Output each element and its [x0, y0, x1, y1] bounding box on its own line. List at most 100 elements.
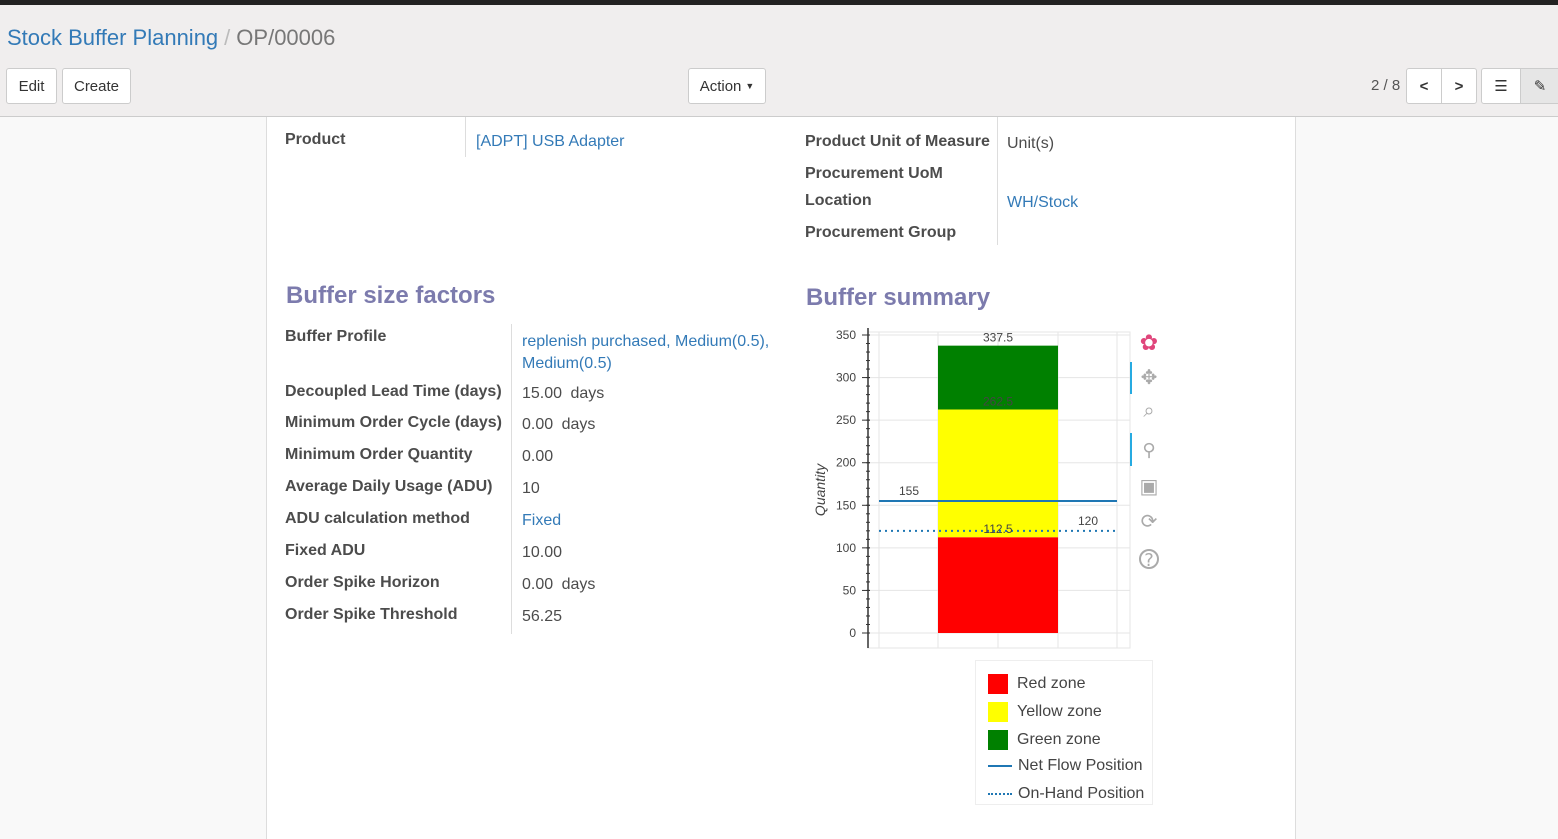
legend-on-hand: On-Hand Position — [988, 785, 1144, 803]
bokeh-logo-icon[interactable]: ✿ — [1140, 331, 1158, 356]
edit-button[interactable]: Edit — [6, 68, 57, 104]
factor-value: 0.00 days — [522, 576, 595, 594]
solid-line-swatch — [988, 765, 1012, 767]
pan-icon[interactable]: ✥ — [1141, 365, 1158, 389]
factor-label: Average Daily Usage (ADU) — [285, 478, 493, 495]
line-label: 120 — [1078, 514, 1098, 528]
breadcrumb-current: OP/00006 — [236, 25, 336, 50]
y-axis-label: Quantity — [812, 463, 828, 516]
pager-value: 2 / 8 — [1371, 77, 1401, 94]
wheel-zoom-icon[interactable]: ⚲ — [1142, 440, 1155, 461]
action-label: Action — [699, 77, 742, 95]
buffer-factors-title: Buffer size factors — [286, 282, 496, 309]
factor-label: Decoupled Lead Time (days) — [285, 383, 502, 400]
factor-value-text: 0.00 — [522, 416, 554, 433]
buffer-chart: 0 50 100 150 200 250 300 350 Quantity 112.5 262.5 3… — [812, 328, 1159, 649]
buffer-profile-label: Buffer Profile — [285, 328, 387, 345]
bar-green-zone — [938, 345, 1058, 410]
bar-red-zone — [938, 537, 1058, 633]
factor-value-text: 0.00 — [522, 448, 554, 465]
list-view-button[interactable]: ☰ — [1481, 68, 1521, 104]
factor-value-text: 56.25 — [522, 608, 563, 625]
breadcrumb-parent[interactable]: Stock Buffer Planning — [7, 25, 219, 50]
factor-value-text: Fixed — [522, 512, 562, 529]
factor-value-text: 10 — [522, 480, 540, 497]
caret-down-icon: ▼ — [745, 81, 755, 91]
buffer-profile-value[interactable]: replenish purchased, Medium(0.5), Medium… — [522, 333, 770, 372]
bar-label: 337.5 — [983, 331, 1013, 345]
buffer-summary-title: Buffer summary — [806, 284, 991, 311]
location-label: Location — [805, 192, 872, 209]
box-zoom-icon[interactable]: ⌕ — [1143, 398, 1154, 422]
factor-value-text: 15.00 — [522, 385, 563, 402]
dotted-line-swatch — [988, 793, 1012, 795]
factor-unit: days — [570, 385, 605, 402]
pager-next-button[interactable]: > — [1441, 68, 1477, 104]
uom-label: Product Unit of Measure — [805, 133, 990, 150]
pager-previous-button[interactable]: < — [1406, 68, 1442, 104]
form-view-button[interactable]: ✎ — [1520, 68, 1558, 104]
procurement-uom-label: Procurement UoM — [805, 165, 943, 182]
legend-label: Yellow zone — [1017, 703, 1102, 720]
factor-value[interactable]: Fixed — [522, 512, 565, 530]
y-tick-label: 200 — [836, 456, 856, 470]
chevron-left-icon: < — [1419, 77, 1429, 95]
factor-unit: days — [561, 576, 596, 593]
legend-net-flow: Net Flow Position — [988, 757, 1143, 775]
procurement-group-label: Procurement Group — [805, 224, 957, 241]
breadcrumb-separator: / — [224, 25, 231, 50]
factor-value: 0.00 — [522, 448, 557, 466]
factor-value: 10 — [522, 480, 544, 498]
factor-label: ADU calculation method — [285, 510, 470, 527]
legend-yellow-zone: Yellow zone — [988, 702, 1102, 722]
factor-label: Order Spike Threshold — [285, 606, 458, 623]
factor-label: Minimum Order Cycle (days) — [285, 414, 502, 431]
y-tick-label: 50 — [843, 583, 857, 597]
legend-label: Red zone — [1017, 675, 1086, 692]
location-value[interactable]: WH/Stock — [1007, 194, 1079, 211]
line-label: 155 — [899, 484, 919, 498]
save-icon[interactable]: ▣ — [1140, 474, 1159, 498]
yellow-swatch — [988, 702, 1008, 722]
factor-label: Order Spike Horizon — [285, 574, 440, 591]
factor-label: Minimum Order Quantity — [285, 446, 473, 463]
chart-legend: Red zone Yellow zone Green zone Net Flow… — [975, 660, 1153, 805]
y-tick-label: 0 — [849, 626, 856, 640]
reset-icon[interactable]: ⟳ — [1141, 509, 1158, 533]
y-tick-label: 150 — [836, 498, 856, 512]
factor-label: Fixed ADU — [285, 542, 366, 559]
bar-yellow-zone — [938, 409, 1058, 538]
factor-value: 56.25 — [522, 608, 566, 626]
divider — [997, 117, 998, 245]
green-swatch — [988, 730, 1008, 750]
help-icon-circle — [1139, 549, 1159, 569]
legend-green-zone: Green zone — [988, 730, 1101, 750]
factor-value: 10.00 — [522, 544, 566, 562]
product-label: Product — [285, 131, 346, 148]
edit-form-icon: ✎ — [1533, 78, 1547, 95]
divider — [465, 117, 466, 157]
bar-label: 262.5 — [983, 395, 1013, 409]
bar-label: 112.5 — [983, 522, 1012, 536]
top-bar — [0, 0, 1558, 5]
legend-red-zone: Red zone — [988, 674, 1086, 694]
y-tick-label: 100 — [836, 541, 856, 555]
action-dropdown[interactable]: Action ▼ — [688, 68, 766, 104]
chevron-right-icon: > — [1454, 77, 1464, 95]
y-tick-label: 250 — [836, 413, 856, 427]
list-icon: ☰ — [1494, 78, 1508, 95]
help-icon[interactable]: ? — [1144, 550, 1154, 571]
control-panel: Stock Buffer Planning / OP/00006 Edit Crea… — [0, 5, 1558, 117]
red-swatch — [988, 674, 1008, 694]
uom-value: Unit(s) — [1007, 135, 1055, 152]
breadcrumb: Stock Buffer Planning / OP/00006 — [7, 25, 335, 51]
factor-unit: days — [561, 416, 596, 433]
create-button[interactable]: Create — [62, 68, 131, 104]
y-tick-label: 350 — [836, 328, 856, 342]
product-value[interactable]: [ADPT] USB Adapter — [476, 133, 625, 150]
legend-label: On-Hand Position — [1018, 785, 1145, 802]
legend-label: Green zone — [1017, 731, 1101, 748]
factor-value-text: 10.00 — [522, 544, 563, 561]
divider — [511, 324, 512, 634]
factor-value: 15.00 days — [522, 385, 604, 403]
